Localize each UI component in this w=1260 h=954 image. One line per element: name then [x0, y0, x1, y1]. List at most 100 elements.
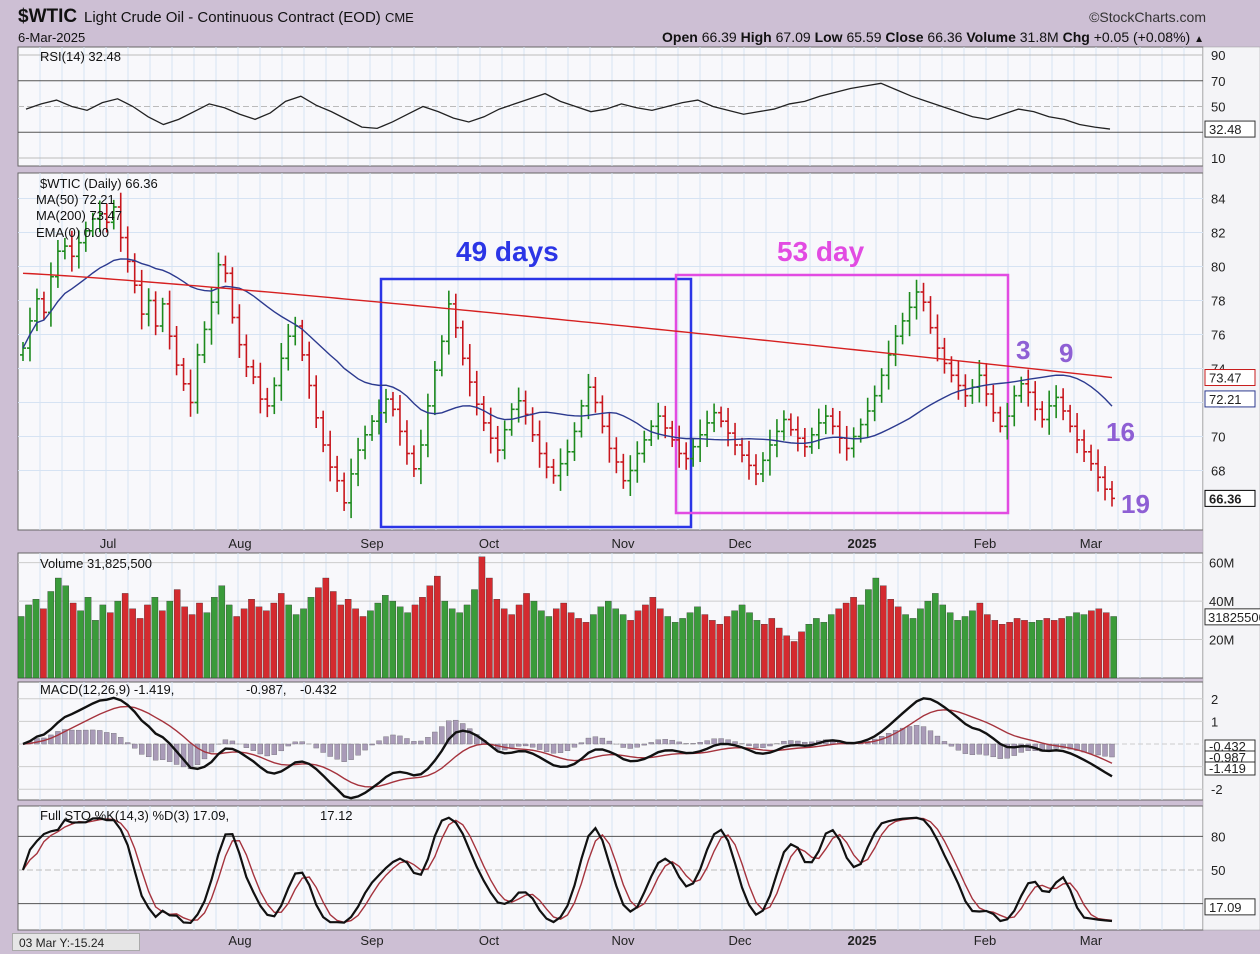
price-bar — [990, 384, 997, 422]
macd-histogram-bar — [983, 743, 989, 756]
macd-histogram-bar — [376, 740, 382, 745]
price-bar — [585, 373, 592, 420]
macd-histogram-bar — [899, 727, 906, 745]
volume-bar — [508, 614, 515, 679]
volume-bar — [961, 616, 969, 679]
price-value-label: 66.36 — [1209, 491, 1242, 506]
price-bar — [648, 420, 655, 447]
macd-histogram-bar — [425, 737, 431, 745]
price-bar — [1060, 388, 1067, 421]
price-bar — [822, 404, 829, 435]
macd-histogram-bar — [620, 743, 626, 748]
volume-bar — [917, 608, 924, 679]
stoch-legend-main: Full STO %K(14,3) %D(3) 17.09, — [40, 808, 229, 823]
price-bar — [759, 452, 766, 483]
volume-bar — [998, 624, 1006, 679]
volume-bar — [597, 606, 605, 679]
macd-histogram-bar — [313, 743, 319, 749]
macd-histogram-bar — [467, 728, 473, 745]
volume-bar — [419, 597, 426, 679]
macd-histogram-bar — [243, 743, 250, 748]
macd-histogram-bar — [118, 737, 124, 745]
price-tick: 68 — [1211, 464, 1225, 479]
price-bar — [815, 408, 822, 450]
volume-bar — [857, 604, 865, 679]
bottom-month-label: Dec — [728, 933, 752, 948]
volume-bar — [1073, 612, 1080, 679]
macd-histogram-bar — [648, 742, 654, 745]
macd-histogram-bar — [948, 743, 955, 747]
volume-bar — [731, 610, 738, 679]
volume-bar — [835, 608, 842, 679]
annotation-label: 3 — [1016, 335, 1030, 365]
price-bar — [82, 221, 89, 252]
volume-bar — [77, 610, 84, 679]
price-bar — [920, 282, 927, 312]
price-bar — [285, 323, 292, 371]
price-bar — [124, 226, 131, 273]
volume-bar — [753, 620, 761, 679]
volume-bar — [827, 614, 835, 679]
price-bar — [997, 406, 1004, 433]
volume-tick: 20M — [1209, 633, 1234, 648]
price-bar — [899, 312, 906, 345]
price-bar — [1046, 390, 1053, 435]
price-bar — [222, 255, 229, 283]
volume-bar — [181, 606, 188, 679]
price-bar — [746, 440, 752, 480]
ma50-line — [22, 258, 1113, 445]
macd-histogram-bar — [920, 726, 927, 745]
price-bar — [739, 437, 746, 463]
price-bar — [201, 321, 208, 364]
price-bar — [592, 377, 599, 413]
volume-bar — [538, 610, 545, 679]
macd-histogram-bar — [180, 743, 187, 768]
volume-bar — [121, 593, 129, 679]
macd-histogram-bar — [208, 743, 215, 753]
price-bar — [54, 239, 61, 288]
macd-histogram-bar — [962, 743, 969, 754]
macd-histogram-bar — [292, 741, 298, 745]
macd-histogram-bar — [557, 743, 564, 753]
price-bar — [208, 286, 215, 345]
volume-bar — [144, 604, 151, 679]
volume-bar — [92, 620, 99, 679]
annotation-box-53-day — [674, 273, 1010, 515]
macd-legend-main: MACD(12,26,9) -1.419, — [40, 682, 174, 697]
volume-bar — [1006, 622, 1013, 679]
macd-histogram-bar — [913, 725, 920, 745]
macd-histogram-bar — [690, 743, 696, 745]
brand-logo[interactable]: ©StockCharts.com — [1089, 9, 1206, 25]
macd-histogram-bar — [152, 743, 159, 761]
volume-bar — [880, 585, 887, 679]
price-bar — [389, 391, 396, 417]
price-bar — [75, 230, 82, 269]
macd-histogram-bar — [432, 731, 438, 745]
price-bar — [327, 430, 334, 482]
macd-histogram-bar — [194, 743, 201, 765]
volume-bar — [151, 597, 159, 679]
rsi-value-label: 32.48 — [1209, 122, 1242, 137]
volume-bar — [1028, 622, 1036, 679]
volume-bar — [389, 600, 397, 679]
volume-bar — [99, 604, 107, 679]
macd-histogram-bar — [397, 735, 403, 745]
price-bar — [941, 337, 948, 374]
price-bar — [564, 439, 571, 476]
macd-histogram-bar — [104, 732, 110, 745]
bottom-month-label: Feb — [974, 933, 996, 948]
macd-histogram-bar — [641, 743, 647, 746]
macd-histogram-bar — [55, 731, 61, 745]
price-value-label: 73.47 — [1209, 371, 1242, 386]
volume-bar — [545, 616, 553, 679]
volume-bar — [664, 616, 672, 679]
price-bar — [536, 420, 543, 468]
volume-value-label: 31825500 — [1208, 610, 1260, 625]
price-bar — [1081, 429, 1088, 462]
macd-histogram-bar — [662, 739, 668, 745]
symbol-title[interactable]: $WTIC — [18, 6, 78, 27]
price-bar — [766, 429, 773, 476]
price-bar — [271, 377, 278, 415]
macd-histogram-bar — [941, 741, 948, 745]
